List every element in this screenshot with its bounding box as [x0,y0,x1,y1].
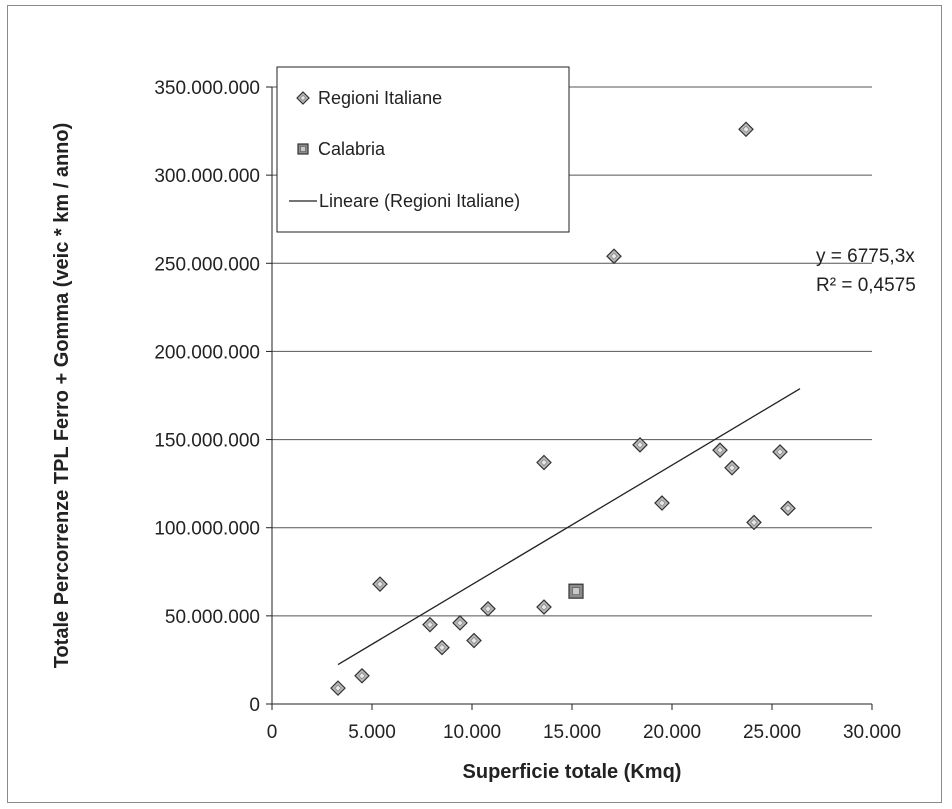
point-regioni [434,639,450,656]
y-axis-title: Totale Percorrenze TPL Ferro + Gomma (ve… [51,123,73,669]
y-tick-label: 150.000.000 [154,431,260,452]
legend-marker-regioni [296,91,310,105]
chart-frame: 0 50.000.000 100.000.000 150.000.000 200.000… [7,5,942,803]
x-tick-label: 5.000 [348,722,396,743]
diamond-inner [376,580,384,588]
axes [271,87,873,710]
legend-label-trendline: Lineare (Regioni Italiane) [319,191,520,211]
point-regioni [354,667,370,684]
diamond-inner [750,518,758,527]
point-regioni [372,576,388,592]
trendline-r-squared: R² = 0,4575 [816,275,916,296]
legend-marker-calabria [297,143,309,155]
square-inner [572,587,580,595]
square-inner [300,146,306,152]
point-regioni [724,459,740,476]
point-regioni [422,616,438,633]
diamond-inner [334,684,342,692]
diamond-inner [742,125,750,133]
point-calabria [568,583,584,599]
point-regioni [466,632,482,649]
x-tick-label: 25.000 [743,722,801,743]
data-points [330,121,796,696]
point-regioni [654,495,670,511]
point-regioni [536,454,552,471]
x-axis-title: Superficie totale (Kmq) [463,761,682,783]
point-regioni [480,600,496,617]
trendline-group [337,388,801,666]
x-tick-label: 20.000 [643,722,701,743]
diamond-inner [358,672,366,680]
x-tick-labels: 0 5.000 10.000 15.000 20.000 25.000 30.000 [267,722,901,743]
y-tick-label: 200.000.000 [154,342,260,363]
y-tick-label: 300.000.000 [154,166,260,187]
x-tick-label: 0 [267,722,278,743]
x-tick-label: 15.000 [543,722,601,743]
point-regioni [780,500,796,517]
point-regioni [330,680,346,696]
y-tick-label: 350.000.000 [154,78,260,99]
point-regioni [632,437,648,453]
diamond-inner [636,441,644,449]
point-regioni [738,121,754,138]
legend-label-regioni: Regioni Italiane [318,88,442,108]
point-regioni [746,514,762,531]
y-tick-label: 50.000.000 [165,607,260,628]
trendline [337,388,801,666]
trendline-equation: y = 6775,3x [816,246,915,267]
legend-diamond [296,91,310,105]
point-regioni [606,248,622,265]
point-regioni [536,599,552,615]
diamond-inner [776,448,784,456]
diamond-inner [716,446,724,454]
x-tick-label: 30.000 [843,722,901,743]
diamond-inner [610,252,618,260]
legend-square [297,143,309,155]
y-tick-label: 0 [249,695,260,716]
legend-label-calabria: Calabria [318,139,386,159]
diamond-inner [658,499,666,507]
diamond-inner [456,619,464,627]
diamond-inner [299,94,307,102]
point-regioni [452,615,468,631]
legend-box [276,66,570,233]
diamond-inner [426,621,434,629]
legend: Regioni Italiane Calabria Lineare (Regio… [276,66,570,233]
y-tick-label: 250.000.000 [154,254,260,275]
point-regioni [772,444,788,460]
diamond-inner [728,464,736,472]
diamond-inner [438,644,446,652]
x-tick-label: 10.000 [443,722,501,743]
y-tick-labels: 0 50.000.000 100.000.000 150.000.000 200.000… [154,78,260,716]
diamond-inner [540,458,548,467]
scatter-chart: 0 50.000.000 100.000.000 150.000.000 200.000… [51,66,916,783]
y-tick-label: 100.000.000 [154,519,260,540]
point-regioni [712,442,728,458]
diamond-inner [484,605,492,613]
diamond-inner [784,504,792,512]
diamond-inner [470,636,478,645]
diamond-inner [540,603,548,611]
